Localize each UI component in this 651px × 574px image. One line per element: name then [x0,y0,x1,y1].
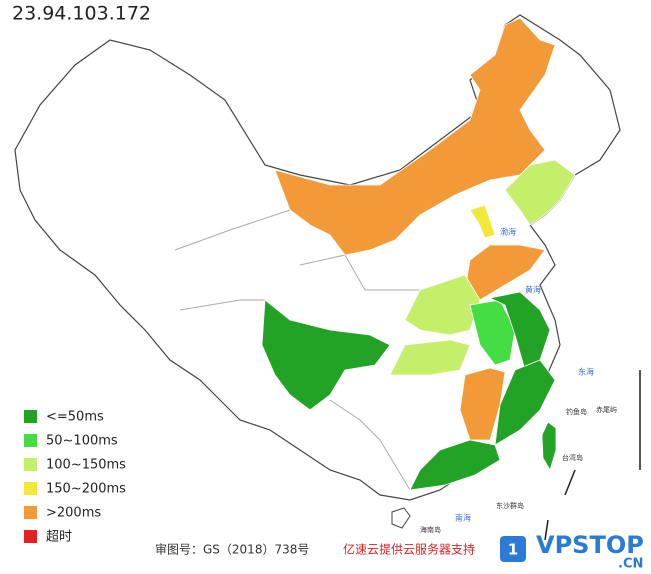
province [541,421,557,471]
sea-label: 东海 [578,367,594,377]
provider-credit: 亿速云提供云服务器支持 [343,542,475,557]
sea-label: 渤海 [500,227,516,237]
approval-number: 审图号：GS（2018）738号 [155,542,309,557]
legend-label: 150~200ms [46,482,126,497]
province [459,367,506,441]
legend-swatch [24,410,37,423]
watermark: 1 VPSTOP .CN [500,531,644,572]
brand-domain: .CN [618,557,643,572]
province [404,274,481,336]
legend-swatch [24,482,37,495]
province [274,17,556,256]
province [389,339,471,376]
province [261,299,391,411]
legend: <=50ms 50~100ms 100~150ms 150~200ms >200ms 超时 [24,410,126,545]
badge-box [500,536,526,562]
legend-swatch [24,506,37,519]
sea-label: 南海 [455,513,471,523]
province-lines [174,209,420,491]
island-label: 海南岛 [420,525,441,534]
island-label: 赤尾屿 [596,405,617,414]
island-label: 东沙群岛 [496,501,524,510]
legend-label: >200ms [46,506,101,521]
badge: 1 [508,541,518,559]
island-label: 台湾岛 [562,453,583,462]
nine-dash-line [544,370,641,541]
hainan-island [391,507,411,529]
provinces [261,17,576,491]
province [494,359,556,446]
legend-label: 50~100ms [46,434,118,449]
province [469,204,496,239]
legend-label: <=50ms [46,410,104,425]
legend-swatch [24,530,37,543]
legend-swatch [24,434,37,447]
legend-label: 超时 [46,530,72,545]
legend-label: 100~150ms [46,458,126,473]
province [409,439,501,491]
island-label: 钓鱼岛 [566,407,587,416]
province [504,159,576,226]
brand: VPSTOP [536,531,644,559]
legend-swatch [24,458,37,471]
ip-title: 23.94.103.172 [12,3,151,25]
sea-label: 黄海 [525,285,541,295]
